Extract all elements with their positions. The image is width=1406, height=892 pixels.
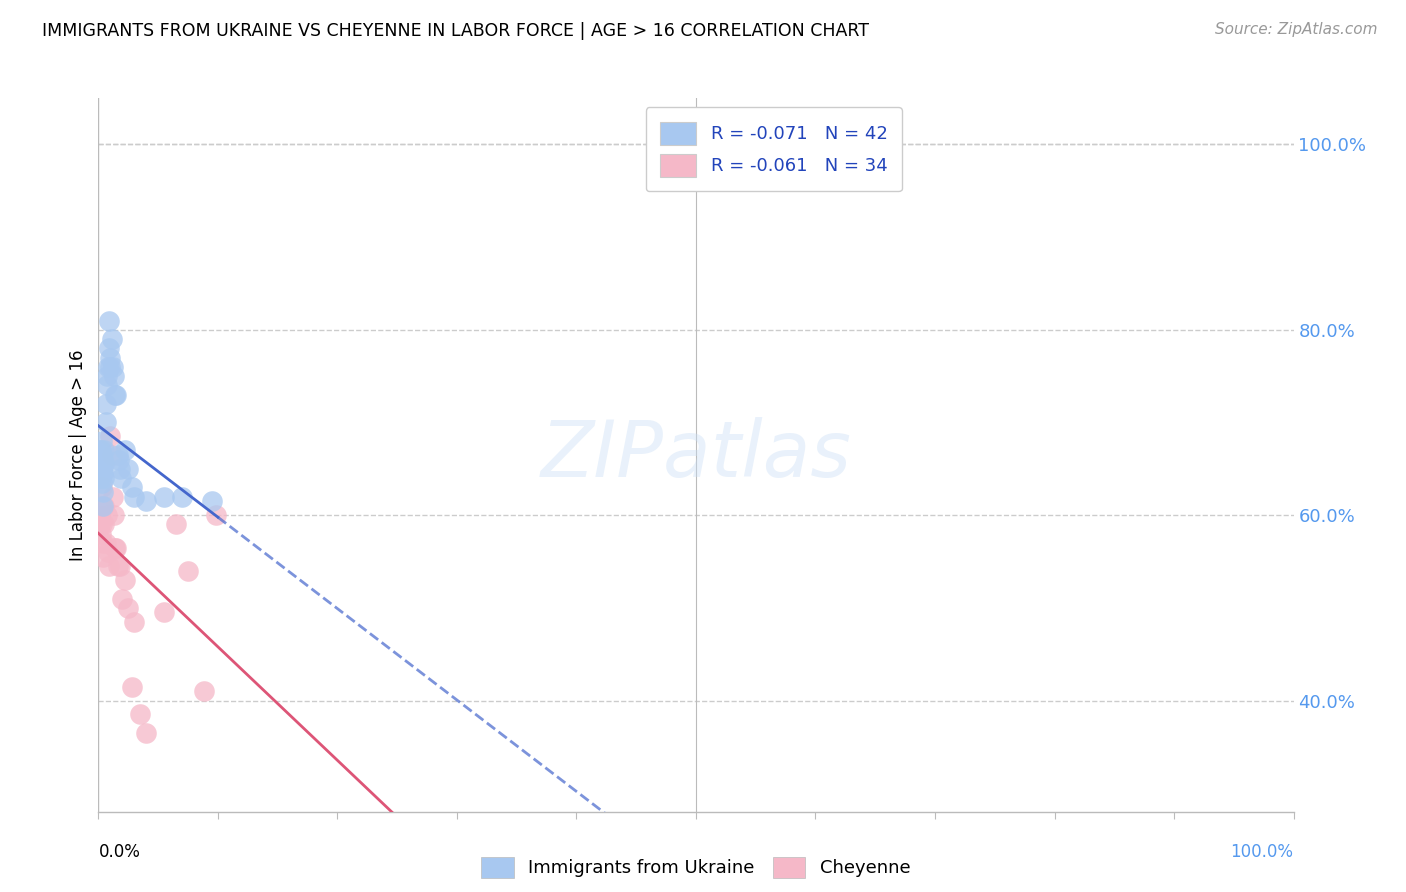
- Point: [93, 443, 115, 458]
- Point: [204, 508, 226, 523]
- Point: [94, 536, 117, 550]
- Text: Source: ZipAtlas.com: Source: ZipAtlas.com: [1215, 22, 1378, 37]
- Point: [93, 457, 115, 471]
- Point: [91, 475, 114, 490]
- Text: 100.0%: 100.0%: [1230, 843, 1294, 861]
- Point: [97, 545, 120, 559]
- Point: [105, 387, 128, 401]
- Point: [98, 359, 122, 374]
- Point: [108, 462, 131, 476]
- Point: [93, 499, 115, 513]
- Point: [100, 448, 122, 462]
- Point: [121, 680, 143, 694]
- Point: [89, 457, 111, 471]
- Text: IMMIGRANTS FROM UKRAINE VS CHEYENNE IN LABOR FORCE | AGE > 16 CORRELATION CHART: IMMIGRANTS FROM UKRAINE VS CHEYENNE IN L…: [42, 22, 869, 40]
- Point: [97, 359, 120, 374]
- Point: [124, 490, 146, 504]
- Point: [135, 494, 157, 508]
- Point: [165, 517, 187, 532]
- Point: [193, 684, 215, 698]
- Point: [105, 541, 128, 555]
- Point: [104, 387, 127, 401]
- Point: [98, 429, 122, 443]
- Point: [101, 490, 124, 504]
- Point: [104, 541, 127, 555]
- Point: [98, 313, 121, 327]
- Point: [91, 452, 114, 467]
- Point: [91, 448, 114, 462]
- Point: [91, 467, 114, 481]
- Point: [117, 600, 139, 615]
- Point: [90, 443, 112, 458]
- Point: [124, 615, 146, 629]
- Point: [93, 517, 115, 532]
- Point: [89, 508, 111, 523]
- Point: [91, 536, 114, 550]
- Point: [90, 471, 112, 485]
- Point: [108, 559, 131, 574]
- Point: [114, 573, 136, 587]
- Point: [107, 452, 129, 467]
- Point: [172, 490, 194, 504]
- Point: [100, 332, 122, 346]
- Point: [90, 452, 112, 467]
- Point: [135, 726, 157, 740]
- Point: [107, 448, 129, 462]
- Point: [177, 564, 200, 578]
- Point: [91, 549, 114, 564]
- Point: [91, 434, 114, 448]
- Point: [101, 359, 124, 374]
- Point: [91, 480, 114, 494]
- Point: [98, 559, 121, 574]
- Point: [201, 494, 224, 508]
- Point: [96, 508, 118, 523]
- Point: [89, 517, 111, 532]
- Y-axis label: In Labor Force | Age > 16: In Labor Force | Age > 16: [69, 349, 87, 561]
- Legend: R = -0.071   N = 42, R = -0.061   N = 34: R = -0.071 N = 42, R = -0.061 N = 34: [645, 107, 903, 192]
- Point: [91, 517, 114, 532]
- Point: [110, 471, 132, 485]
- Point: [103, 508, 125, 523]
- Point: [89, 443, 111, 458]
- Point: [96, 369, 118, 384]
- Point: [117, 462, 139, 476]
- Point: [91, 462, 114, 476]
- Text: 0.0%: 0.0%: [98, 843, 141, 861]
- Text: ZIPatlas: ZIPatlas: [540, 417, 852, 493]
- Point: [90, 526, 112, 541]
- Point: [90, 499, 112, 513]
- Point: [121, 480, 143, 494]
- Point: [93, 471, 115, 485]
- Point: [98, 351, 122, 365]
- Point: [98, 342, 121, 356]
- Point: [91, 499, 114, 513]
- Point: [103, 369, 125, 384]
- Point: [153, 606, 176, 620]
- Point: [107, 559, 129, 574]
- Point: [111, 591, 134, 606]
- Point: [94, 397, 117, 411]
- Point: [129, 707, 152, 722]
- Point: [94, 416, 117, 430]
- Point: [153, 490, 176, 504]
- Point: [114, 443, 136, 458]
- Point: [96, 378, 118, 392]
- Point: [91, 485, 114, 500]
